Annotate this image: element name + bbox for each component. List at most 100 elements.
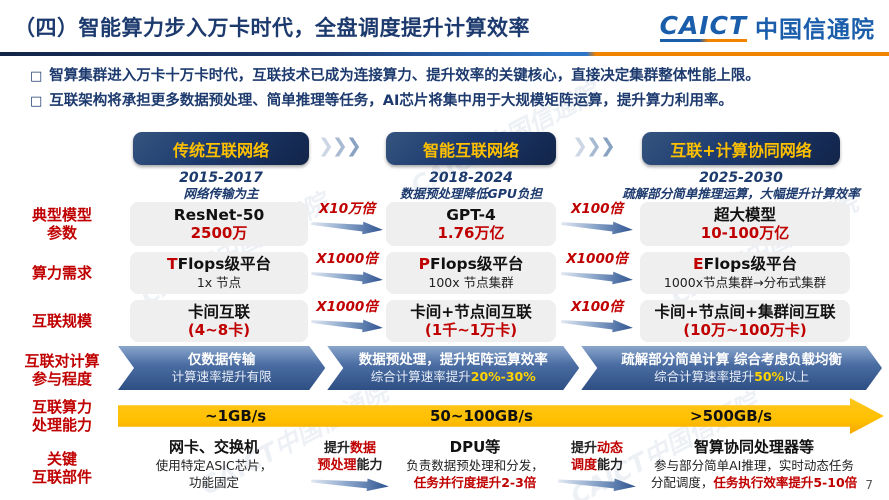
segment-line1: 数据预处理，提升矩阵运算效率 [358, 351, 548, 368]
row-label-compute: 算力需求 [31, 264, 92, 282]
stage-box-traditional: 传统互联网络 [133, 132, 309, 165]
cell-title: PFlops级平台 [419, 255, 524, 274]
stage-period: 2015-2017 [179, 170, 263, 186]
multiplier-label: X100倍 [570, 201, 624, 217]
right-arrow-icon [311, 217, 384, 236]
stage-period: 2025-2030 [699, 170, 783, 186]
speed-value-3: >500GB/s [690, 407, 773, 425]
bullet-item: □ 互联架构将承担更多数据预处理、简单推理等任务，AI芯片将集中用于大规模矩阵运… [30, 89, 870, 114]
stage-box-collaborative: 互联+计算协同网络 [642, 132, 840, 165]
cell-compute-3: EFlops级平台 1000x节点集群→分布式集群 [640, 252, 850, 294]
row-label-bandwidth: 互联算力 处理能力 [31, 398, 92, 434]
multiplier-arrow: X1000倍 [556, 252, 638, 283]
segment-line2: 综合计算速率提升50%以上 [654, 368, 810, 384]
cell-title: 卡间+节点间+集群间互联 [654, 303, 836, 321]
transition-label: 提升数据 预处理能力 [317, 441, 383, 473]
multiplier-arrow: X1000倍 [308, 300, 386, 331]
cell-compute-1: TFlops级平台 1x 节点 [130, 252, 308, 294]
cell-sub: 2500万 [190, 224, 248, 242]
chevron-segment-1: 仅数据传输 计算速率提升有限 [118, 346, 325, 390]
multiplier-label: X1000倍 [316, 299, 378, 315]
page-number: 7 [865, 478, 873, 492]
bullet-text: 智算集群进入万卡十万卡时代，互联技术已成为连接算力、提升效率的关键核心，直接决定… [49, 68, 760, 84]
caict-logo-mark: CAICT [659, 10, 747, 42]
multiplier-arrow: X100倍 [556, 300, 638, 331]
page-title: （四）智能算力步入万卡时代，全盘调度提升计算效率 [14, 16, 530, 40]
component-coprocessor: 智算协同处理器等 参与部分简单AI推理，实时动态任务 分配调度，任务执行效率提升… [628, 438, 880, 491]
component-title: 网卡、交换机 [168, 438, 259, 456]
segment-line1: 仅数据传输 [187, 351, 256, 368]
cell-title: 超大模型 [713, 206, 776, 224]
row-label-components: 关键 互联部件 [31, 450, 92, 486]
multiplier-label: X1000倍 [566, 251, 628, 267]
flops-title: Flops级平台 [177, 255, 271, 273]
bullet-text: 互联架构将承担更多数据预处理、简单推理等任务，AI芯片将集中用于大规模矩阵运算，… [49, 93, 733, 109]
square-bullet-icon: □ [30, 69, 43, 84]
right-arrow-icon [558, 474, 637, 492]
stage-desc: 疏解部分简单推理运算，大幅提升计算效率 [622, 186, 860, 201]
square-bullet-icon: □ [30, 94, 43, 109]
cell-compute-2: PFlops级平台 100x 节点集群 [386, 252, 556, 294]
stage-desc: 网络传输为主 [183, 186, 259, 201]
chevron-segment-2: 数据预处理，提升矩阵运算效率 综合计算速率提升20%-30% [327, 346, 579, 390]
cell-scale-1: 卡间互联 (4~8卡) [130, 300, 308, 342]
cell-title: EFlops级平台 [693, 255, 797, 274]
right-arrow-icon [561, 217, 634, 236]
cell-sub: 1x 节点 [196, 275, 242, 290]
stage-years: 2025-2030 疏解部分简单推理运算，大幅提升计算效率 [598, 170, 884, 201]
component-nic-switch: 网卡、交换机 使用特定ASIC芯片， 功能固定 [120, 438, 308, 491]
multiplier-label: X10万倍 [318, 201, 376, 217]
multiplier-arrow: X100倍 [556, 202, 638, 233]
bullet-item: □ 智算集群进入万卡十万卡时代，互联技术已成为连接算力、提升效率的关键核心，直接… [30, 64, 870, 89]
caict-logo-cn-text: 中国信通院 [755, 17, 875, 43]
cell-scale-3: 卡间+节点间+集群间互联 (10万~100万卡) [640, 300, 850, 342]
chevron-segment-3: 疏解部分简单计算 综合考虑负载均衡 综合计算速率提升50%以上 [581, 346, 882, 390]
stage-years: 2015-2017 网络传输为主 [130, 170, 312, 201]
transition-arrow-1: 提升数据 预处理能力 [308, 440, 392, 490]
caict-logo-text: CAICT [659, 10, 747, 40]
component-title: DPU等 [449, 438, 501, 456]
row-label-model-params: 典型模型 参数 [31, 206, 92, 242]
cell-scale-2: 卡间+节点间互联 (1千~1万卡) [386, 300, 556, 342]
row-label-scale: 互联规模 [31, 312, 92, 330]
component-body: 参与部分简单AI推理，实时动态任务 分配调度，任务执行效率提升5-10倍 [650, 458, 858, 490]
right-arrow-icon [311, 315, 384, 334]
right-arrow-icon [561, 267, 634, 286]
caict-logo-underline [659, 38, 747, 42]
speed-value-2: 50~100GB/s [430, 407, 533, 425]
cell-sub: (1千~1万卡) [424, 321, 518, 339]
row-label-participation: 互联对计算 参与程度 [24, 352, 100, 388]
right-arrow-icon [311, 474, 390, 492]
multiplier-label: X100倍 [570, 299, 624, 315]
flops-prefix: P [418, 255, 430, 273]
participation-band: 仅数据传输 计算速率提升有限 数据预处理，提升矩阵运算效率 综合计算速率提升20… [118, 346, 882, 390]
cell-title: GPT-4 [446, 206, 496, 224]
cell-sub: 10-100万亿 [700, 224, 790, 242]
cell-model-2: GPT-4 1.76万亿 [386, 202, 556, 246]
multiplier-arrow: X10万倍 [308, 202, 386, 233]
chevron-right-icon: ❯❯❯ [318, 135, 362, 157]
segment-line2: 计算速率提升有限 [171, 368, 272, 384]
cell-sub: 100x 节点集群 [428, 275, 514, 290]
component-title: 智算协同处理器等 [693, 438, 814, 456]
right-arrow-icon [311, 267, 384, 286]
segment-line2: 综合计算速率提升20%-30% [370, 368, 536, 384]
transition-arrow-2: 提升动态 调度能力 [556, 440, 638, 490]
flops-title: Flops级平台 [703, 255, 797, 273]
caict-logo: CAICT 中国信通院 [659, 10, 875, 44]
chevron-right-icon: ❯❯❯ [572, 135, 616, 157]
multiplier-label: X1000倍 [316, 251, 378, 267]
header-divider [0, 52, 889, 56]
flops-prefix: T [167, 255, 178, 273]
stage-desc: 数据预处理降低GPU负担 [399, 186, 543, 201]
cell-model-3: 超大模型 10-100万亿 [640, 202, 850, 246]
transition-label: 提升动态 调度能力 [570, 441, 624, 473]
cell-sub: (10万~100万卡) [683, 321, 807, 339]
segment-line1: 疏解部分简单计算 综合考虑负载均衡 [621, 351, 842, 368]
cell-title: 卡间互联 [187, 303, 250, 321]
cell-model-1: ResNet-50 2500万 [130, 202, 308, 246]
bullet-list: □ 智算集群进入万卡十万卡时代，互联技术已成为连接算力、提升效率的关键核心，直接… [30, 64, 870, 114]
cell-title: TFlops级平台 [167, 255, 271, 274]
component-dpu: DPU等 负责数据预处理和分发， 任务并行度提升2-3倍 [390, 438, 560, 491]
